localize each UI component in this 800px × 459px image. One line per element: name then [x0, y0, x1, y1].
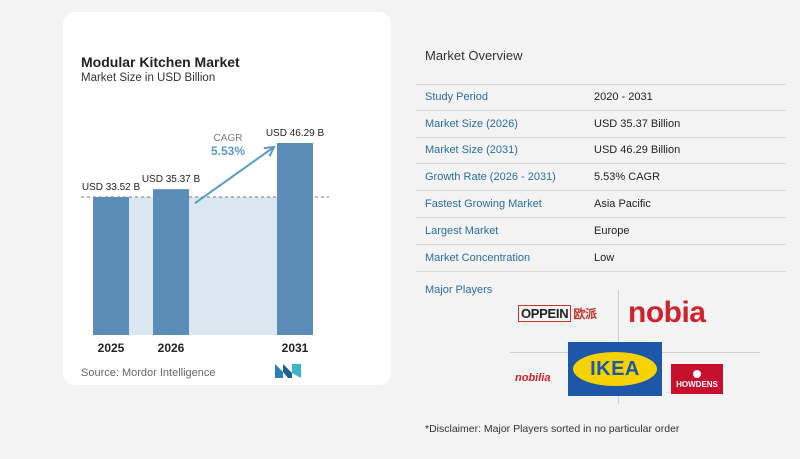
- oppein-logo: OPPEIN 欧派: [518, 305, 597, 322]
- overview-value: Asia Pacific: [594, 198, 651, 211]
- overview-row: Largest Market Europe: [416, 218, 786, 245]
- cagr-label: CAGR: [214, 133, 243, 144]
- overview-value: 2020 - 2031: [594, 91, 653, 104]
- bar-2026: [153, 189, 189, 335]
- overview-label: Market Size (2031): [425, 144, 518, 157]
- overview-label: Growth Rate (2026 - 2031): [425, 171, 556, 184]
- market-overview-table: Study Period 2020 - 2031 Market Size (20…: [416, 84, 786, 272]
- bar-2031: [277, 143, 313, 335]
- oppein-wordmark: OPPEIN: [518, 305, 572, 322]
- overview-label: Market Size (2026): [425, 117, 518, 130]
- logo-divider: [618, 396, 619, 404]
- howdens-wordmark: HOWDENS: [676, 379, 718, 389]
- major-players-title: Major Players: [425, 284, 493, 296]
- overview-row: Fastest Growing Market Asia Pacific: [416, 191, 786, 218]
- mordor-intelligence-logo-icon: [275, 364, 301, 378]
- x-tick-label: 2031: [282, 341, 309, 355]
- overview-row: Market Size (2031) USD 46.29 Billion: [416, 138, 786, 165]
- nobia-logo: nobia: [628, 296, 706, 329]
- ikea-logo: IKEA: [568, 342, 662, 396]
- chart-subtitle: Market Size in USD Billion: [81, 72, 216, 84]
- overview-row: Market Concentration Low: [416, 245, 786, 272]
- overview-value: Low: [594, 251, 615, 264]
- bar-2025: [93, 197, 129, 335]
- cagr-arrow-line: [194, 146, 275, 204]
- cagr-arrow-head-icon: [263, 145, 276, 157]
- overview-row: Growth Rate (2026 - 2031) 5.53% CAGR: [416, 164, 786, 192]
- bar-chart: USD 33.52 B 2025 USD 35.37 B 2026 USD 46.29 …: [81, 128, 329, 355]
- data-label: USD 33.52 B: [82, 182, 141, 193]
- chart-title: Modular Kitchen Market: [81, 54, 240, 70]
- logo-divider: [510, 352, 568, 353]
- overview-value: 5.53% CAGR: [594, 171, 661, 184]
- logo-divider: [662, 352, 760, 353]
- x-tick-label: 2025: [98, 341, 125, 355]
- data-label: USD 35.37 B: [142, 174, 201, 185]
- oppein-cn-wordmark: 欧派: [573, 307, 597, 321]
- overview-label: Largest Market: [425, 224, 499, 237]
- logo-divider: [618, 290, 619, 342]
- market-overview-title: Market Overview: [425, 48, 523, 63]
- overview-row: Market Size (2026) USD 35.37 Billion: [416, 111, 786, 138]
- market-size-card: Modular Kitchen Market Market Size in US…: [63, 12, 391, 385]
- source-text: Source: Mordor Intelligence: [81, 367, 216, 379]
- overview-label: Market Concentration: [425, 251, 531, 264]
- nobilia-logo: nobilia: [515, 372, 551, 384]
- data-label: USD 46.29 B: [266, 128, 325, 139]
- ikea-wordmark: IKEA: [573, 352, 657, 386]
- disclaimer-text: *Disclaimer: Major Players sorted in no …: [425, 423, 680, 435]
- overview-row: Study Period 2020 - 2031: [416, 84, 786, 111]
- overview-value: USD 35.37 Billion: [594, 117, 681, 130]
- howdens-mark-icon: [693, 369, 701, 378]
- overview-label: Fastest Growing Market: [425, 198, 542, 211]
- overview-label: Study Period: [425, 91, 488, 104]
- overview-value: Europe: [594, 224, 630, 237]
- howdens-logo: HOWDENS: [671, 364, 723, 394]
- overview-value: USD 46.29 Billion: [594, 144, 681, 157]
- x-tick-label: 2026: [158, 341, 185, 355]
- cagr-value: 5.53%: [211, 144, 245, 158]
